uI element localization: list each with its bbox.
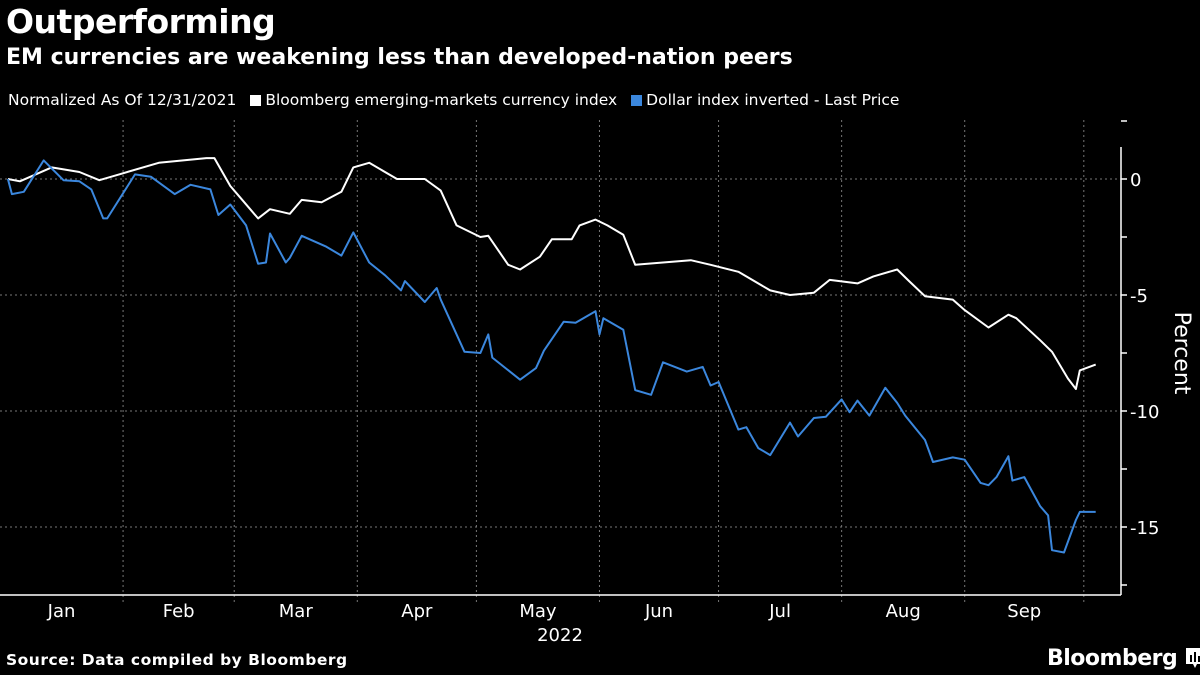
- y-tick-label: -15: [1130, 518, 1159, 539]
- chart-subtitle: EM currencies are weakening less than de…: [6, 45, 793, 70]
- legend-item-dollar-index: Dollar index inverted - Last Price: [631, 91, 899, 109]
- legend-label-dollar-index: Dollar index inverted - Last Price: [646, 91, 900, 109]
- legend-swatch-dollar-index: [631, 94, 643, 106]
- x-tick-label: Jan: [47, 601, 76, 622]
- axes: [0, 120, 1127, 596]
- x-tick-label: Apr: [401, 601, 433, 622]
- x-axis-label: 2022: [537, 625, 583, 646]
- y-axis-label: Percent: [1169, 312, 1194, 395]
- series-line-em-index: [7, 157, 1097, 390]
- x-tick-label: May: [519, 601, 557, 622]
- y-tick-label: -5: [1130, 286, 1148, 307]
- x-tick-label: Feb: [163, 601, 195, 622]
- legend-label-em-index: Bloomberg emerging-markets currency inde…: [265, 91, 618, 109]
- y-tick-label: 0: [1130, 170, 1141, 191]
- series-line-dollar-index: [6, 159, 1096, 554]
- chart-title: Outperforming: [6, 2, 276, 41]
- y-tick-label: -10: [1130, 402, 1159, 423]
- bloomberg-chat-icon: [1186, 647, 1200, 668]
- x-tick-label: Sep: [1007, 601, 1041, 622]
- series-lines: [6, 157, 1097, 554]
- x-tick-label: Jun: [644, 601, 673, 622]
- bloomberg-logo: Bloomberg: [1047, 646, 1200, 671]
- legend-swatch-em-index: [250, 94, 262, 106]
- tick-labels: Jan Feb Mar Apr May Jun Jul Aug Sep 2022 0 -5 -10 -15…: [47, 170, 1194, 646]
- legend-item-em-index: Bloomberg emerging-markets currency inde…: [250, 91, 617, 109]
- legend: Normalized As Of 12/31/2021 Bloomberg em…: [8, 91, 899, 109]
- normalization-note: Normalized As Of 12/31/2021: [8, 91, 237, 109]
- grid: [0, 120, 1121, 603]
- source-note: Source: Data compiled by Bloomberg: [6, 651, 348, 669]
- logo-text: Bloomberg: [1047, 646, 1178, 671]
- x-tick-label: Mar: [279, 601, 314, 622]
- x-tick-label: Aug: [886, 601, 921, 622]
- x-tick-label: Jul: [768, 601, 791, 622]
